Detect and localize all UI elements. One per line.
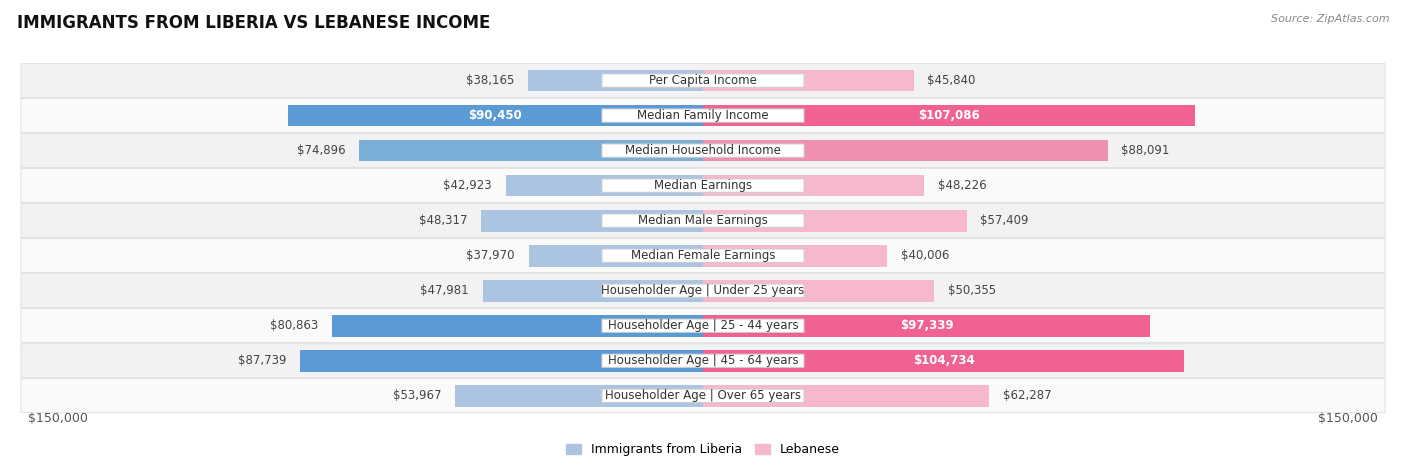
Bar	[332, 315, 703, 337]
FancyBboxPatch shape	[602, 179, 804, 192]
Text: Median Family Income: Median Family Income	[637, 109, 769, 122]
FancyBboxPatch shape	[602, 109, 804, 122]
FancyBboxPatch shape	[21, 239, 1385, 273]
FancyBboxPatch shape	[21, 379, 1385, 413]
FancyBboxPatch shape	[21, 309, 1385, 343]
Bar	[703, 280, 934, 302]
Text: $48,317: $48,317	[419, 214, 467, 227]
Text: Median Male Earnings: Median Male Earnings	[638, 214, 768, 227]
Text: $62,287: $62,287	[1002, 389, 1052, 402]
Text: $57,409: $57,409	[980, 214, 1029, 227]
Text: $97,339: $97,339	[900, 319, 953, 332]
Text: $90,450: $90,450	[468, 109, 522, 122]
Text: $42,923: $42,923	[443, 179, 492, 192]
Bar	[703, 245, 887, 267]
Text: $87,739: $87,739	[238, 354, 287, 367]
Bar	[527, 70, 703, 92]
Text: $45,840: $45,840	[928, 74, 976, 87]
FancyBboxPatch shape	[21, 344, 1385, 378]
FancyBboxPatch shape	[21, 64, 1385, 98]
Bar	[529, 245, 703, 267]
Text: Householder Age | Under 25 years: Householder Age | Under 25 years	[602, 284, 804, 297]
Bar	[703, 105, 1195, 127]
FancyBboxPatch shape	[21, 274, 1385, 308]
Bar	[703, 70, 914, 92]
Text: $88,091: $88,091	[1122, 144, 1170, 157]
Bar	[482, 280, 703, 302]
Text: Median Female Earnings: Median Female Earnings	[631, 249, 775, 262]
FancyBboxPatch shape	[602, 284, 804, 297]
Text: Median Earnings: Median Earnings	[654, 179, 752, 192]
Text: $150,000: $150,000	[1319, 412, 1378, 425]
FancyBboxPatch shape	[602, 74, 804, 87]
Bar	[703, 210, 967, 232]
FancyBboxPatch shape	[602, 214, 804, 227]
Text: $48,226: $48,226	[938, 179, 987, 192]
Text: $37,970: $37,970	[467, 249, 515, 262]
Text: IMMIGRANTS FROM LIBERIA VS LEBANESE INCOME: IMMIGRANTS FROM LIBERIA VS LEBANESE INCO…	[17, 14, 491, 32]
Text: $53,967: $53,967	[392, 389, 441, 402]
Bar	[506, 175, 703, 197]
Bar	[703, 140, 1108, 162]
Text: $80,863: $80,863	[270, 319, 318, 332]
Text: $47,981: $47,981	[420, 284, 468, 297]
FancyBboxPatch shape	[602, 354, 804, 368]
Text: Householder Age | 25 - 44 years: Householder Age | 25 - 44 years	[607, 319, 799, 332]
Bar	[456, 385, 703, 407]
FancyBboxPatch shape	[602, 144, 804, 157]
FancyBboxPatch shape	[21, 204, 1385, 238]
Legend: Immigrants from Liberia, Lebanese: Immigrants from Liberia, Lebanese	[561, 439, 845, 461]
Bar	[703, 350, 1184, 372]
FancyBboxPatch shape	[21, 99, 1385, 133]
FancyBboxPatch shape	[21, 169, 1385, 203]
Text: $104,734: $104,734	[912, 354, 974, 367]
Bar	[288, 105, 703, 127]
Text: Per Capita Income: Per Capita Income	[650, 74, 756, 87]
Text: Source: ZipAtlas.com: Source: ZipAtlas.com	[1271, 14, 1389, 24]
Bar	[703, 175, 925, 197]
Bar	[481, 210, 703, 232]
FancyBboxPatch shape	[602, 249, 804, 262]
Text: Householder Age | 45 - 64 years: Householder Age | 45 - 64 years	[607, 354, 799, 367]
Text: $74,896: $74,896	[297, 144, 346, 157]
Bar	[359, 140, 703, 162]
Text: Median Household Income: Median Household Income	[626, 144, 780, 157]
Text: Householder Age | Over 65 years: Householder Age | Over 65 years	[605, 389, 801, 402]
Text: $107,086: $107,086	[918, 109, 980, 122]
Text: $150,000: $150,000	[28, 412, 87, 425]
Text: $38,165: $38,165	[465, 74, 515, 87]
FancyBboxPatch shape	[602, 389, 804, 403]
Bar	[703, 385, 988, 407]
FancyBboxPatch shape	[602, 319, 804, 333]
Bar	[299, 350, 703, 372]
Bar	[703, 315, 1150, 337]
FancyBboxPatch shape	[21, 134, 1385, 168]
Text: $40,006: $40,006	[900, 249, 949, 262]
Text: $50,355: $50,355	[948, 284, 997, 297]
